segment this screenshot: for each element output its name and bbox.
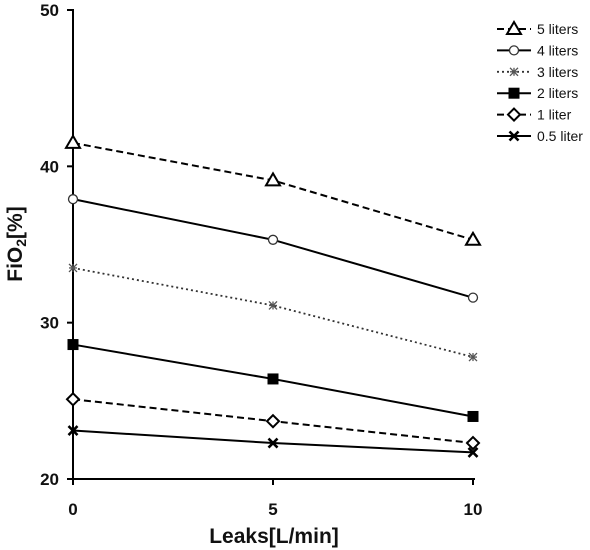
data-point (508, 130, 520, 142)
legend-label: 2 liters (537, 85, 578, 101)
data-point (508, 87, 520, 99)
y-axis-title-subscript: 2 (13, 239, 29, 247)
y-axis-title: FiO2[%] (4, 206, 29, 281)
legend-label: 0.5 liter (537, 128, 583, 144)
data-point (267, 234, 279, 245)
data-point (268, 301, 278, 310)
data-point (267, 437, 279, 449)
legend-label: 1 liter (537, 107, 572, 123)
data-point (467, 447, 479, 458)
legend-item: 2 liters (497, 85, 578, 101)
data-point (68, 263, 78, 273)
data-point (267, 373, 279, 385)
x-tick-label: 0 (68, 500, 77, 519)
series-line (72, 141, 474, 241)
ticks: 20 30 40 50 0 5 10 (40, 1, 482, 519)
series-layer (64, 133, 482, 458)
data-point (505, 20, 523, 35)
y-axis-title-main: FiO (4, 247, 27, 282)
series-1-liter (65, 391, 481, 451)
legend-item: 0.5 liter (497, 128, 583, 144)
data-point (465, 435, 481, 451)
y-tick-label: 20 (40, 470, 59, 489)
y-tick-label: 30 (40, 314, 59, 333)
series-3-liters (68, 263, 478, 362)
legend-label: 3 liters (537, 64, 578, 80)
data-point (468, 352, 478, 362)
data-point (265, 413, 281, 429)
y-tick-label: 40 (40, 157, 59, 176)
x-tick-label: 5 (268, 500, 277, 519)
legend-item: 4 liters (497, 42, 578, 58)
series-5-liters (64, 133, 482, 246)
legend-item: 5 liters (497, 20, 578, 37)
legend: 5 liters 4 liters 3 liters 2 liters 1 liter 0… (497, 20, 583, 144)
data-point (67, 425, 79, 436)
data-point (508, 45, 520, 56)
y-axis-title-unit: [%] (4, 206, 27, 239)
data-point (67, 194, 79, 205)
series-4-liters (67, 194, 479, 303)
series-line (72, 198, 474, 299)
data-point (467, 292, 479, 303)
data-point (464, 230, 482, 246)
data-point (509, 67, 519, 77)
series-2-liters (67, 339, 479, 422)
x-axis-title: Leaks[L/min] (209, 525, 339, 548)
data-point (467, 410, 479, 422)
data-point (506, 107, 522, 123)
data-point (264, 171, 282, 187)
data-point (67, 339, 79, 351)
y-tick-label: 50 (40, 1, 59, 20)
legend-label: 5 liters (537, 21, 578, 37)
data-point (64, 133, 82, 149)
legend-item: 3 liters (497, 64, 578, 80)
series-line (72, 267, 474, 358)
series-0-5-liter (67, 425, 479, 458)
data-point (65, 391, 81, 407)
legend-label: 4 liters (537, 42, 578, 58)
x-tick-label: 10 (464, 500, 483, 519)
legend-item: 1 liter (497, 107, 572, 123)
